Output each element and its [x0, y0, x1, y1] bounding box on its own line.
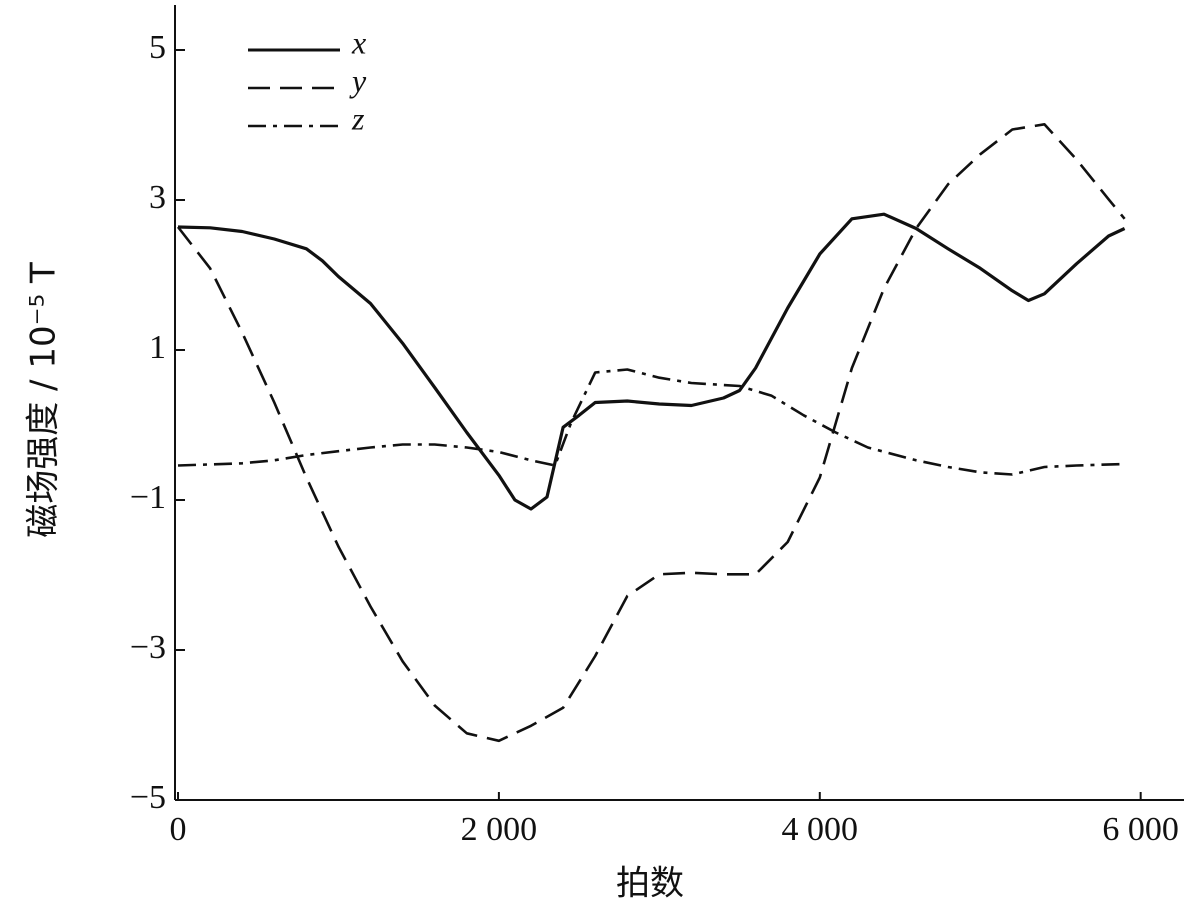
y-axis-label: 磁场强度 / 10⁻⁵ T [24, 262, 64, 538]
series-line [177, 212, 1126, 511]
x-tick-label: 0 [170, 811, 187, 848]
legend-label: y [349, 62, 367, 98]
series-line [176, 123, 1126, 743]
x-axis-label: 拍数 [616, 864, 684, 904]
x-tick-label: 6 000 [1102, 811, 1179, 848]
y-tick-label: −1 [130, 479, 166, 516]
x-tick-label: 2 000 [461, 811, 538, 848]
y-tick-label: −3 [130, 629, 166, 666]
y-tick-label: −5 [130, 779, 166, 816]
series-line [177, 368, 1125, 476]
legend-label: z [351, 100, 365, 136]
x-tick-label: 4 000 [782, 811, 859, 848]
y-tick-label: 1 [149, 329, 166, 366]
y-tick-label: 3 [149, 179, 166, 216]
y-tick-label: 5 [149, 29, 166, 66]
legend-label: x [351, 24, 366, 60]
